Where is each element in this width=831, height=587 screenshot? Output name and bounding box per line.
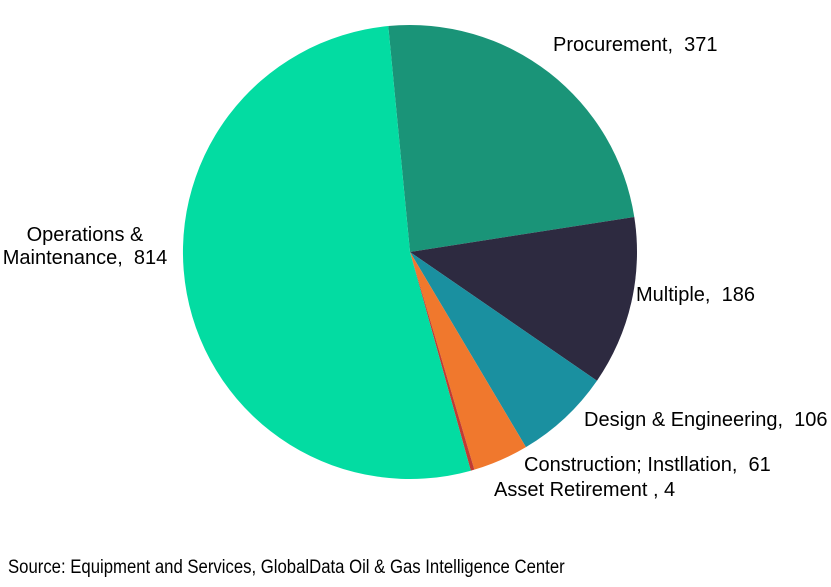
pie-slice-operations-maintenance [182,26,471,480]
slice-label-operations-maintenance: Operations & Maintenance, 814 [2,224,168,269]
pie-slice-asset-retirement [410,252,475,471]
slice-label-asset-retirement: Asset Retirement , 4 [494,479,676,501]
pie-slice-multiple [410,216,638,381]
pie-slice-construction-instllation [410,252,526,470]
pie-slice-design-engineering [410,252,597,448]
slice-label-construction-instllation: Construction; Instllation, 61 [524,454,771,476]
slice-label-procurement: Procurement, 371 [553,34,718,56]
pie-slice-procurement [388,25,635,252]
source-note: Source: Equipment and Services, GlobalDa… [8,557,565,578]
slice-label-multiple: Multiple, 186 [636,284,755,306]
slice-label-design-engineering: Design & Engineering, 106 [584,409,828,431]
